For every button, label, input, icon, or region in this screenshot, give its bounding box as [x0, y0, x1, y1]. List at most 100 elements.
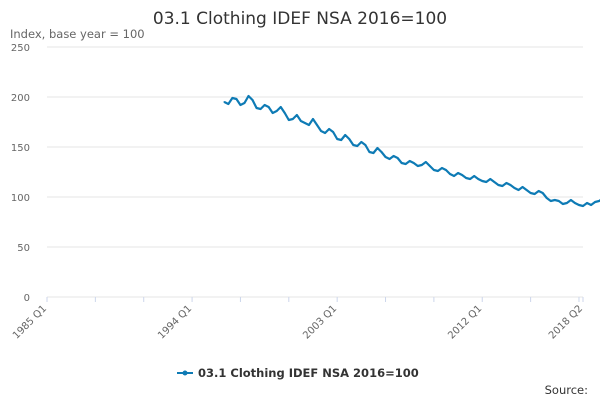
y-tick-label: 0: [24, 293, 30, 304]
data-point: [521, 186, 524, 188]
data-point: [400, 162, 403, 164]
data-point: [594, 201, 596, 203]
data-point: [271, 112, 274, 114]
data-point: [255, 107, 258, 109]
data-point: [344, 134, 347, 136]
data-point: [396, 157, 399, 159]
data-point: [529, 192, 532, 194]
data-point: [408, 160, 411, 162]
data-point: [513, 187, 516, 189]
data-point: [287, 119, 290, 121]
data-point: [428, 165, 431, 167]
data-point: [227, 103, 230, 105]
data-point: [308, 124, 310, 126]
data-point: [457, 172, 459, 174]
data-point: [372, 152, 375, 154]
data-point: [251, 99, 254, 101]
data-point: [485, 181, 488, 183]
data-point: [416, 165, 419, 167]
x-tick-label: 2003 Q1: [301, 303, 339, 341]
data-point: [586, 202, 588, 204]
data-point: [340, 139, 343, 141]
data-point: [352, 144, 355, 146]
data-point: [235, 98, 238, 100]
data-point: [392, 155, 395, 157]
data-point: [356, 145, 359, 147]
data-point: [420, 164, 423, 166]
data-point: [449, 173, 451, 175]
data-point: [481, 180, 484, 182]
data-point: [432, 169, 435, 171]
data-point: [461, 174, 463, 176]
data-point: [320, 130, 322, 132]
data-point: [332, 131, 335, 133]
data-point: [348, 138, 351, 140]
data-point: [582, 205, 584, 207]
data-point: [231, 97, 234, 99]
legend-marker-icon: [182, 370, 188, 376]
source-label: Source:: [545, 383, 588, 397]
data-point: [316, 124, 318, 126]
data-point: [247, 95, 250, 97]
data-point: [565, 202, 568, 204]
y-tick-label: 100: [11, 193, 30, 204]
data-point: [263, 104, 266, 106]
data-point: [304, 122, 306, 124]
data-point: [312, 118, 314, 120]
data-point: [553, 199, 556, 201]
data-point: [441, 167, 443, 169]
data-point: [360, 141, 363, 143]
data-point: [505, 182, 508, 184]
data-point: [489, 178, 492, 180]
data-point: [497, 184, 500, 186]
y-axis: 0 50 100 150 200 250: [11, 43, 30, 304]
data-point: [384, 156, 387, 158]
data-point: [364, 144, 367, 146]
data-point: [501, 185, 504, 187]
data-point: [473, 175, 476, 177]
data-point: [223, 101, 226, 103]
data-point: [493, 181, 496, 183]
y-tick-label: 250: [11, 43, 30, 54]
data-point: [537, 190, 540, 192]
data-point: [570, 199, 572, 201]
y-tick-label: 50: [17, 243, 30, 254]
data-point: [336, 138, 339, 140]
legend[interactable]: 03.1 Clothing IDEF NSA 2016=100: [177, 366, 419, 380]
data-point: [295, 114, 298, 116]
series-line: [223, 94, 600, 208]
data-point: [424, 161, 427, 163]
chart-title: 03.1 Clothing IDEF NSA 2016=100: [153, 9, 447, 29]
x-tick-label: 1985 Q1: [11, 303, 49, 341]
data-point: [541, 192, 544, 194]
data-point: [299, 120, 302, 122]
y-tick-label: 150: [11, 143, 30, 154]
data-point: [279, 106, 282, 108]
data-point: [388, 158, 391, 160]
data-point: [578, 204, 580, 206]
data-point: [517, 189, 520, 191]
chart-subtitle: Index, base year = 100: [10, 27, 145, 41]
data-point: [469, 178, 472, 180]
data-point: [561, 203, 564, 205]
data-point: [509, 184, 512, 186]
data-point: [545, 197, 548, 199]
x-tick-label: 1994 Q1: [156, 303, 194, 341]
data-point: [328, 128, 331, 130]
data-point: [477, 178, 480, 180]
data-point: [557, 200, 560, 202]
data-point: [376, 147, 379, 149]
data-point: [445, 169, 447, 171]
data-point: [283, 112, 286, 114]
data-point: [275, 110, 278, 112]
data-point: [412, 162, 415, 164]
data-point: [324, 132, 326, 134]
x-tick-label: 2018 Q2: [547, 303, 585, 341]
data-point: [368, 151, 371, 153]
data-point: [239, 104, 242, 106]
data-point: [453, 175, 455, 177]
data-point: [259, 108, 262, 110]
data-point: [437, 170, 439, 172]
legend-item-label[interactable]: 03.1 Clothing IDEF NSA 2016=100: [198, 366, 419, 380]
